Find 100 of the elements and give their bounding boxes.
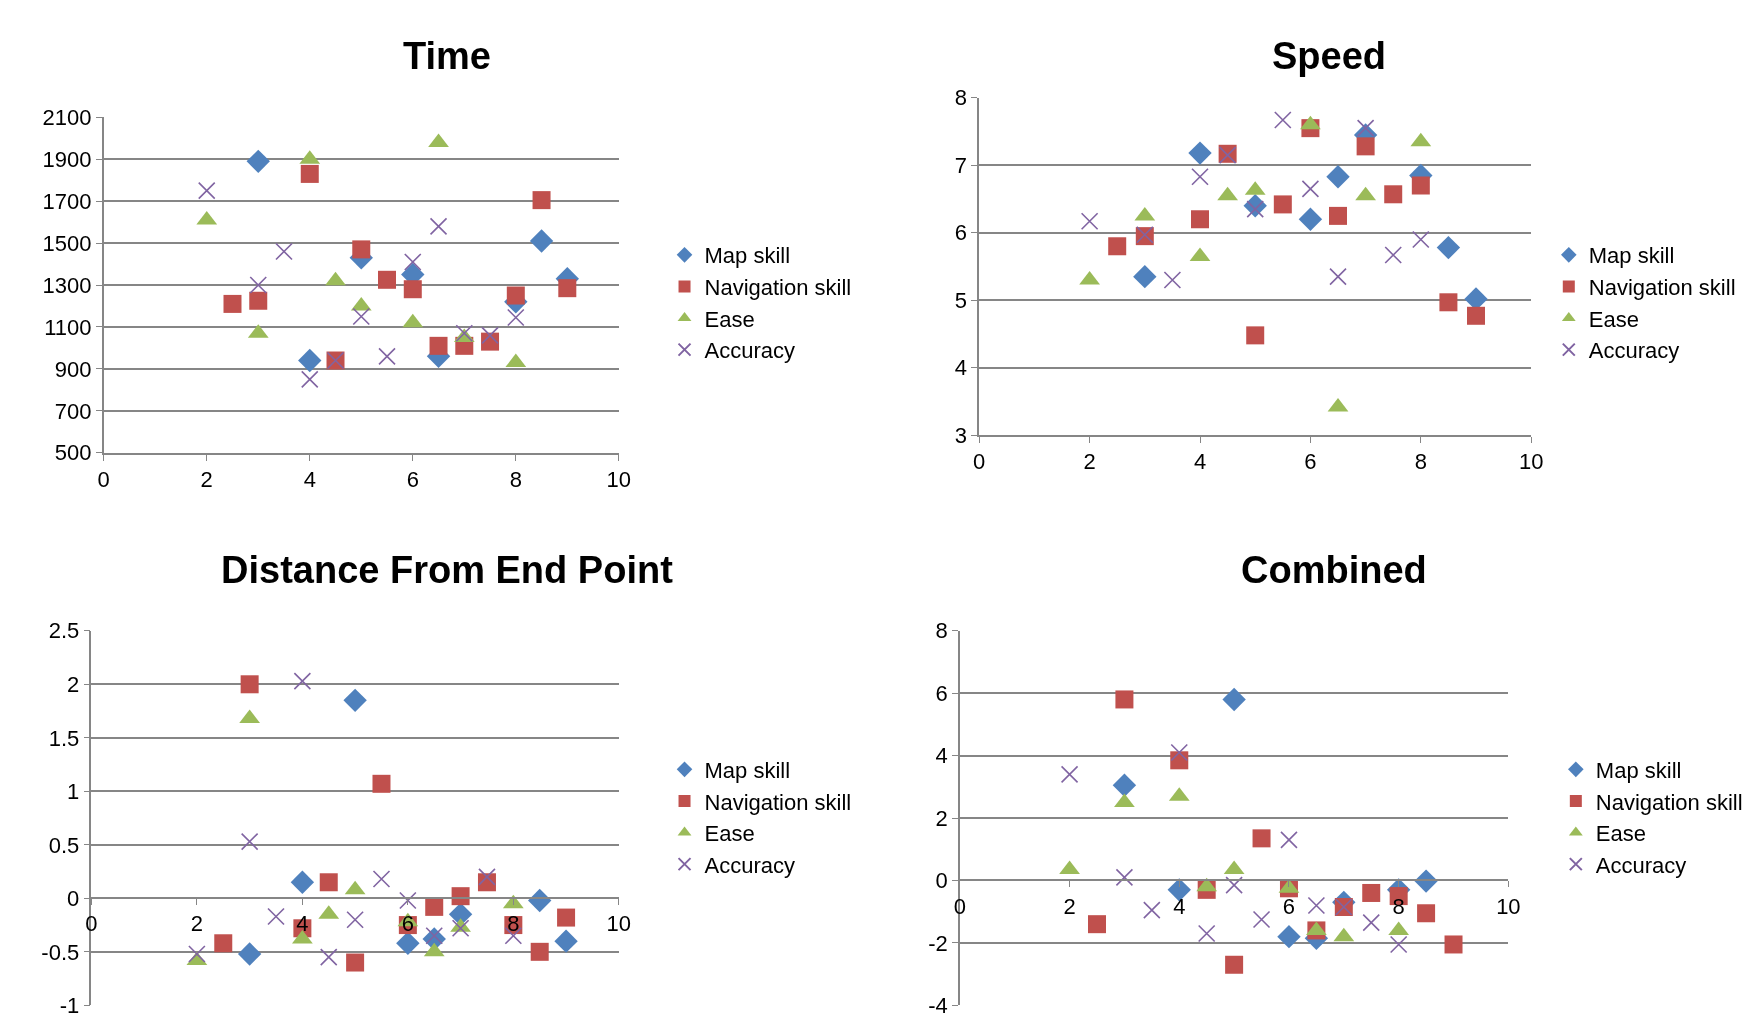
x-tick-label: 10: [1496, 893, 1521, 919]
y-tick-label: 5: [954, 287, 968, 313]
point: [1252, 910, 1271, 929]
point: [1191, 210, 1210, 229]
legend-label: Accuracy: [704, 338, 796, 364]
point: [396, 931, 420, 955]
point: [1112, 773, 1137, 797]
x-tick-label: 4: [296, 911, 309, 937]
point: [1301, 180, 1320, 198]
point: [558, 279, 577, 298]
x-tick-label: 4: [1173, 893, 1186, 919]
legend-label: Navigation skill: [704, 275, 852, 301]
point: [1197, 924, 1216, 943]
x-tick-label: 8: [1414, 449, 1427, 475]
point: [372, 774, 391, 793]
point: [249, 276, 268, 294]
point: [246, 149, 270, 174]
y-tick-label: 6: [935, 680, 948, 706]
legend-label: Accuracy: [1588, 338, 1680, 364]
x-tick-label: 2: [1063, 893, 1076, 919]
y-tick-label: 8: [954, 85, 968, 111]
legend-label: Navigation skill: [1595, 789, 1743, 815]
point: [403, 253, 422, 271]
point: [1115, 868, 1134, 887]
x-tick-label: 2: [1083, 449, 1096, 475]
point: [1280, 831, 1298, 849]
x-tick-label: 2: [200, 466, 213, 492]
point: [346, 953, 365, 972]
point: [352, 307, 371, 326]
point: [197, 181, 216, 200]
legend-label: Ease: [1588, 306, 1639, 332]
point: [529, 229, 554, 253]
point: [478, 868, 496, 886]
point: [1225, 876, 1243, 894]
legend-label: Map skill: [704, 757, 791, 783]
chart-title: Combined: [1241, 549, 1427, 591]
point: [1417, 904, 1436, 923]
point: [1411, 176, 1430, 195]
point: [1115, 690, 1134, 709]
point: [557, 908, 576, 927]
point: [249, 291, 268, 310]
y-tick-label: 0: [935, 868, 948, 894]
point: [399, 891, 417, 910]
point: [1060, 765, 1079, 784]
point: [1329, 206, 1348, 225]
y-tick-label: 2: [935, 805, 948, 831]
y-tick-label: -1: [59, 993, 80, 1019]
point: [346, 910, 364, 929]
point: [1080, 212, 1099, 231]
y-tick-label: 0.5: [48, 832, 80, 858]
point: [1384, 246, 1403, 264]
point: [1356, 137, 1375, 156]
legend-label: Map skill: [1588, 243, 1675, 269]
point: [1188, 141, 1212, 165]
legend-label: Map skill: [1595, 757, 1682, 783]
y-tick-label: 6: [954, 220, 968, 246]
point: [532, 191, 551, 210]
point: [506, 286, 525, 305]
point: [1467, 306, 1486, 325]
point: [1384, 185, 1403, 204]
legend-label: Map skill: [704, 243, 791, 269]
y-tick-label: 500: [54, 440, 92, 466]
y-tick-label: 2100: [42, 105, 92, 131]
y-tick-label: 2: [67, 671, 80, 697]
point: [1439, 293, 1458, 312]
point: [1444, 935, 1463, 954]
point: [481, 326, 499, 345]
y-tick-label: 3: [954, 422, 968, 448]
point: [507, 308, 525, 327]
chart-title: Speed: [1272, 35, 1387, 77]
legend-label: Accuracy: [704, 852, 796, 878]
point: [1163, 271, 1182, 289]
y-tick-label: 1500: [42, 230, 92, 256]
y-tick-label: 1300: [42, 272, 92, 298]
point: [1389, 935, 1408, 954]
point: [298, 348, 322, 373]
point: [378, 347, 396, 366]
legend-label: Ease: [704, 306, 755, 332]
point: [1362, 883, 1381, 902]
point: [1329, 267, 1347, 286]
point: [1274, 111, 1292, 129]
x-tick-label: 10: [606, 466, 632, 492]
point: [1170, 743, 1189, 762]
point: [378, 270, 397, 289]
y-tick-label: 7: [954, 152, 968, 178]
point: [290, 870, 315, 894]
point: [1108, 237, 1127, 256]
point: [530, 942, 549, 961]
y-tick-label: 4: [954, 355, 968, 381]
x-tick-label: 6: [1282, 893, 1296, 919]
x-tick-label: 6: [1304, 449, 1317, 475]
y-tick-label: 1900: [42, 146, 92, 172]
point: [352, 240, 371, 259]
legend-label: Navigation skill: [704, 789, 852, 815]
point: [372, 870, 391, 888]
x-tick-label: 10: [606, 911, 632, 937]
x-tick-label: 0: [973, 449, 986, 475]
point: [1273, 195, 1292, 214]
point: [1059, 860, 1080, 875]
y-tick-label: -2: [928, 930, 948, 956]
